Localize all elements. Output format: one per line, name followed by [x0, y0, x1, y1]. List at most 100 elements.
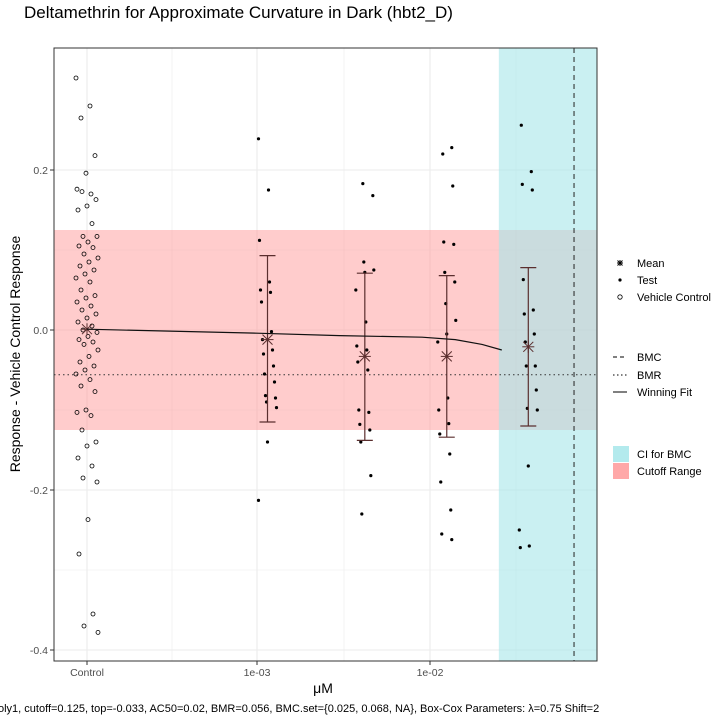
- x-tick-label: Control: [70, 667, 104, 679]
- vehicle-control-point: [74, 186, 80, 192]
- test-point: [524, 364, 528, 368]
- legend-label: Mean: [637, 258, 665, 270]
- open-circle-icon: [617, 294, 623, 300]
- vehicle-control-point: [93, 439, 99, 445]
- test-point: [259, 300, 264, 304]
- test-point: [448, 452, 452, 456]
- vehicle-control-point: [88, 191, 94, 197]
- vehicle-control-point: [84, 203, 90, 209]
- vehicle-control-point: [79, 307, 85, 313]
- vehicle-control-point: [78, 383, 84, 389]
- legend: Mean Test Vehicle Control BMC BMR Winning Fit…: [613, 258, 711, 479]
- test-point: [450, 146, 454, 150]
- vehicle-control-point: [73, 371, 79, 377]
- test-point: [532, 332, 536, 336]
- vehicle-control-point: [73, 75, 79, 81]
- test-point: [360, 512, 364, 516]
- test-point: [273, 396, 278, 400]
- filled-dot-icon: [618, 278, 622, 282]
- vehicle-control-point: [93, 311, 99, 317]
- vehicle-control-point: [78, 287, 84, 293]
- y-tick-label: 0.0: [33, 325, 48, 337]
- test-point: [530, 188, 534, 192]
- test-point: [527, 544, 531, 548]
- test-point: [272, 380, 277, 384]
- vehicle-control-point: [88, 413, 94, 419]
- vehicle-control-point: [79, 189, 85, 195]
- test-point: [526, 464, 530, 468]
- test-point: [450, 538, 454, 542]
- test-point: [522, 312, 526, 316]
- vehicle-control-point: [87, 279, 93, 285]
- vehicle-control-point: [80, 233, 86, 239]
- vehicle-control-point: [84, 443, 90, 449]
- x-axis-title: μM: [313, 680, 333, 696]
- chart-title: Deltamethrin for Approximate Curvature i…: [24, 3, 453, 22]
- vehicle-control-point: [90, 245, 96, 251]
- test-point: [266, 188, 271, 192]
- test-point: [447, 422, 451, 426]
- x-tick-label: 1e-03: [244, 667, 271, 679]
- test-point: [269, 330, 274, 334]
- vehicle-control-point: [85, 517, 91, 522]
- panel-border: [53, 47, 598, 662]
- test-point: [368, 428, 372, 432]
- test-point: [258, 288, 263, 292]
- y-axis-title: Response - Vehicle Control Response: [7, 235, 23, 472]
- test-point: [263, 394, 268, 398]
- test-point: [442, 240, 446, 244]
- vehicle-control-point: [83, 170, 89, 176]
- vehicle-control-point: [73, 275, 79, 281]
- vehicle-control-point: [75, 319, 81, 325]
- vehicle-control-point: [81, 623, 87, 629]
- test-point: [437, 408, 441, 412]
- vehicle-control-point: [74, 409, 80, 415]
- y-tick-label: 0.2: [33, 165, 48, 177]
- mean-marker: [358, 350, 371, 363]
- test-point: [365, 348, 369, 352]
- vehicle-control-point: [89, 463, 95, 469]
- vehicle-control-point: [77, 263, 83, 269]
- vehicle-control-point: [86, 259, 92, 265]
- vehicle-control-point: [90, 611, 96, 617]
- test-point: [449, 508, 453, 512]
- vehicle-control-point: [74, 299, 80, 305]
- vehicle-control-point: [79, 427, 85, 433]
- vehicle-control-point: [95, 347, 101, 353]
- test-point: [533, 364, 537, 368]
- vehicle-control-point: [78, 115, 84, 121]
- test-point: [357, 408, 361, 412]
- vehicle-control-point: [89, 221, 95, 227]
- asterisk-icon: [617, 260, 623, 266]
- vehicle-control-point: [80, 327, 86, 333]
- test-point: [517, 528, 521, 532]
- test-point: [355, 344, 359, 348]
- legend-fill-swatch: [613, 463, 629, 479]
- vehicle-control-point: [86, 353, 92, 359]
- test-point: [256, 498, 261, 502]
- test-point: [362, 260, 366, 264]
- test-point: [454, 318, 458, 322]
- mean-marker: [522, 340, 535, 353]
- test-point: [441, 152, 445, 156]
- legend-fill-swatch: [613, 446, 629, 462]
- plot-panel: [53, 47, 598, 662]
- vehicle-control-point: [92, 389, 98, 395]
- test-point: [531, 308, 535, 312]
- legend-label: BMC: [637, 352, 662, 364]
- vehicle-control-point: [81, 251, 87, 257]
- test-point: [372, 268, 376, 272]
- vehicle-control-point: [95, 630, 101, 635]
- legend-label: CI for BMC: [637, 449, 691, 461]
- vehicle-control-point: [91, 267, 97, 273]
- test-point: [265, 440, 270, 444]
- test-point: [443, 270, 447, 274]
- chart-caption: oly1, cutoff=0.125, top=-0.033, AC50=0.0…: [0, 703, 599, 715]
- test-point: [256, 137, 261, 141]
- test-point: [529, 170, 533, 174]
- vehicle-control-point: [77, 359, 83, 365]
- vehicle-control-point: [84, 315, 90, 321]
- test-point: [270, 348, 275, 352]
- axis-ticks: 0.2 0.0 -0.2 -0.4 Control 1e-03 1e-02: [30, 165, 444, 679]
- test-point: [438, 432, 442, 436]
